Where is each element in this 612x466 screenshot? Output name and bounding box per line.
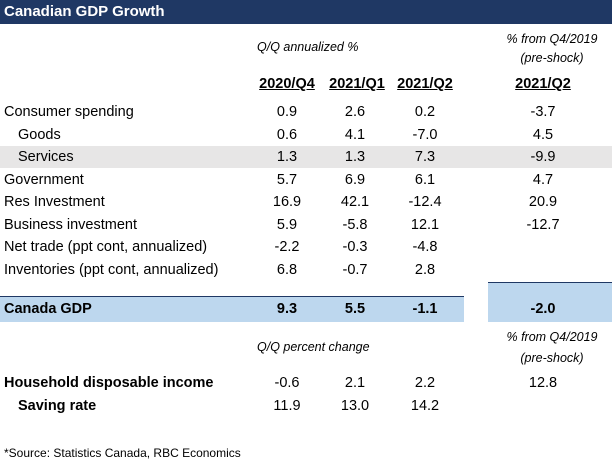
cell-value: 42.1 (340, 194, 370, 210)
cell-value: 5.9 (276, 217, 298, 233)
table-row: Government 5.7 6.9 6.1 4.7 (0, 169, 612, 191)
cell-value: -0.6 (274, 375, 300, 391)
source-note: *Source: Statistics Canada, RBC Economic… (4, 446, 241, 460)
cell-value: 4.7 (532, 172, 554, 188)
table-row: Net trade (ppt cont, annualized) -2.2 -0… (0, 236, 612, 258)
table-row: Inventories (ppt cont, annualized) 6.8 -… (0, 259, 612, 281)
cell-value: -12.7 (526, 217, 560, 233)
cell-value: 4.1 (344, 127, 366, 143)
row-label: Res Investment (4, 194, 105, 210)
cell-value: 12.1 (410, 217, 440, 233)
gdp-alt-highlight-band (488, 282, 612, 322)
cell-value: 0.9 (276, 104, 298, 120)
cell-value: 14.2 (410, 398, 440, 414)
section1-subhead: Q/Q annualized % (257, 40, 359, 54)
section1-alt-head-line2: (pre-shock) (520, 51, 584, 65)
cell-value: 5.7 (276, 172, 298, 188)
cell-value: -12.4 (408, 194, 442, 210)
cell-value: 20.9 (528, 194, 558, 210)
column-header-alt-2021q2: 2021/Q2 (515, 76, 571, 92)
cell-value: -5.8 (342, 217, 368, 233)
cell-value: -3.7 (530, 104, 556, 120)
table-row: Goods 0.6 4.1 -7.0 4.5 (0, 124, 612, 146)
row-label: Goods (18, 127, 61, 143)
row-label: Consumer spending (4, 104, 134, 120)
table-title: Canadian GDP Growth (0, 0, 612, 24)
cell-value: 0.6 (276, 127, 298, 143)
table-row: Saving rate 11.9 13.0 14.2 (0, 395, 612, 417)
table-row: Services 1.3 1.3 7.3 -9.9 (0, 146, 612, 168)
gdp-alt-value: -2.0 (530, 301, 556, 317)
column-header-2020q4: 2020/Q4 (259, 76, 315, 92)
cell-value: 7.3 (414, 149, 436, 165)
section1-alt-head-line1: % from Q4/2019 (506, 32, 598, 46)
section2-alt-head-line1: % from Q4/2019 (506, 330, 598, 344)
gdp-row: Canada GDP 9.3 5.5 -1.1 -2.0 (0, 296, 612, 322)
column-header-2021q2: 2021/Q2 (397, 76, 453, 92)
gdp-label: Canada GDP (4, 301, 92, 317)
cell-value: 6.9 (344, 172, 366, 188)
cell-value: 2.8 (414, 262, 436, 278)
row-label: Services (18, 149, 74, 165)
table-row: Household disposable income -0.6 2.1 2.2… (0, 372, 612, 394)
cell-value: 13.0 (340, 398, 370, 414)
cell-value: 12.8 (528, 375, 558, 391)
table-row: Business investment 5.9 -5.8 12.1 -12.7 (0, 214, 612, 236)
cell-value: -4.8 (412, 239, 438, 255)
row-label: Government (4, 172, 84, 188)
cell-value: 4.5 (532, 127, 554, 143)
row-label: Business investment (4, 217, 137, 233)
cell-value: 2.2 (414, 375, 436, 391)
gdp-value: 9.3 (276, 301, 298, 317)
section2-alt-head-line2: (pre-shock) (520, 351, 584, 365)
cell-value: -9.9 (530, 149, 556, 165)
row-label: Household disposable income (4, 375, 214, 391)
cell-value: 6.1 (414, 172, 436, 188)
row-label: Saving rate (18, 398, 97, 414)
cell-value: 1.3 (276, 149, 298, 165)
row-label: Inventories (ppt cont, annualized) (4, 262, 219, 278)
cell-value: 6.8 (276, 262, 298, 278)
table-row: Res Investment 16.9 42.1 -12.4 20.9 (0, 191, 612, 213)
gdp-value: -1.1 (412, 301, 438, 317)
cell-value: 2.6 (344, 104, 366, 120)
section2-subhead: Q/Q percent change (257, 340, 370, 354)
column-header-2021q1: 2021/Q1 (329, 76, 385, 92)
cell-value: 0.2 (414, 104, 436, 120)
cell-value: 1.3 (344, 149, 366, 165)
cell-value: -0.3 (342, 239, 368, 255)
cell-value: -7.0 (412, 127, 438, 143)
row-label: Net trade (ppt cont, annualized) (4, 239, 208, 255)
cell-value: -0.7 (342, 262, 368, 278)
cell-value: 16.9 (272, 194, 302, 210)
cell-value: 11.9 (273, 398, 301, 414)
gdp-value: 5.5 (344, 301, 366, 317)
gdp-highlight-band (0, 296, 464, 322)
cell-value: 2.1 (344, 375, 366, 391)
cell-value: -2.2 (274, 239, 300, 255)
table-row: Consumer spending 0.9 2.6 0.2 -3.7 (0, 101, 612, 123)
